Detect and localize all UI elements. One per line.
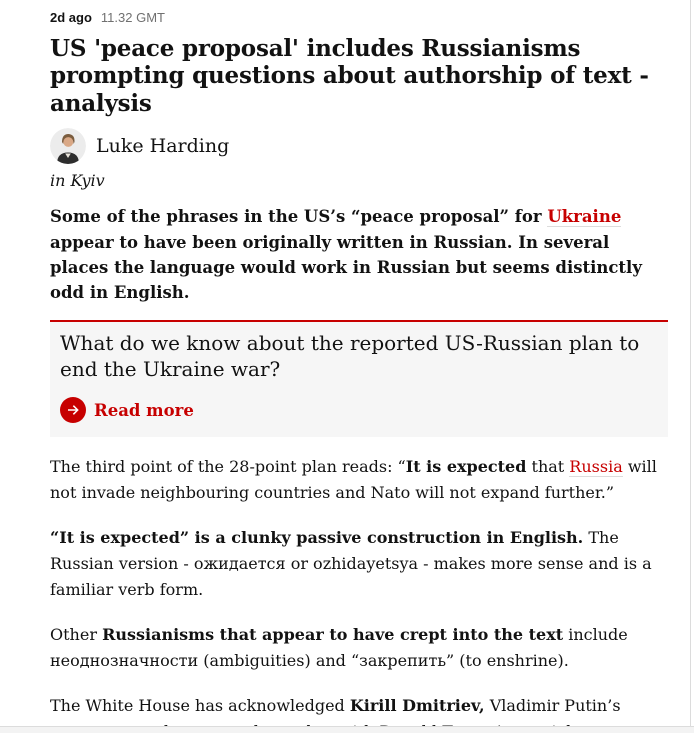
body-text: that [526, 457, 570, 477]
body-text: The third point of the 28-point plan rea… [50, 457, 406, 477]
timestamp: 11.32 GMT [100, 10, 165, 25]
read-more-link[interactable]: Read more [60, 397, 194, 424]
arrow-right-icon [60, 397, 86, 424]
author-name[interactable]: Luke Harding [96, 135, 230, 158]
paragraph: “It is expected” is a clunky passive con… [50, 525, 668, 603]
body-text: appear to have been originally written i… [50, 232, 642, 303]
author-location: in Kyiv [50, 171, 105, 191]
related-article-box: What do we know about the reported US-Ru… [50, 320, 668, 438]
body-text: Other [50, 624, 103, 644]
standfirst: Some of the phrases in the US’s “peace p… [50, 204, 668, 305]
byline: Luke Harding [50, 128, 668, 165]
bold-text: “It is expected” is a clunky passive con… [50, 528, 584, 548]
paragraph: Other Russianisms that appear to have cr… [50, 622, 668, 674]
time-ago: 2d ago [50, 10, 92, 25]
bold-text: Russianisms that appear to have crept in… [102, 624, 564, 644]
body-text: will not invade neighbouring countries a… [50, 457, 657, 503]
read-more-label: Read more [94, 400, 194, 420]
post-divider [0, 726, 694, 733]
page-right-border [690, 0, 691, 733]
author-avatar[interactable] [50, 128, 86, 165]
post-meta: 2d ago 11.32 GMT [50, 10, 668, 26]
body-text: The Russian version - ожидается or ozhid… [50, 528, 652, 599]
body-text: The White House has acknowledged [50, 695, 350, 715]
inline-link[interactable]: Russia [569, 457, 623, 478]
related-article-title[interactable]: What do we know about the reported US-Ru… [60, 331, 640, 382]
author-photo-icon [50, 128, 86, 165]
body-text: Some of the phrases in the US’s “peace p… [50, 207, 548, 227]
post-headline: US 'peace proposal' includes Russianisms… [50, 34, 649, 117]
inline-link[interactable]: Ukraine [547, 207, 622, 228]
bold-text: It is expected [405, 457, 527, 477]
body-text: include неоднозначности (ambiguities) an… [50, 624, 628, 670]
bold-text: Kirill Dmitriev, [349, 695, 485, 715]
paragraph: The third point of the 28-point plan rea… [50, 454, 668, 506]
